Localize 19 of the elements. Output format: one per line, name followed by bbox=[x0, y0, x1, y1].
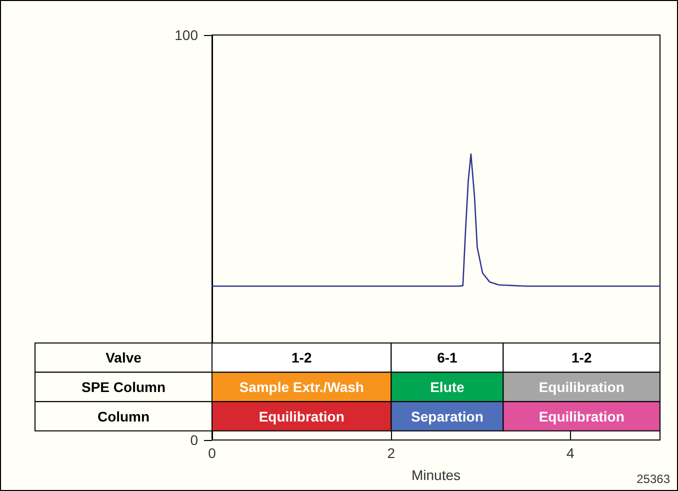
band-label: Equilibration bbox=[258, 408, 344, 424]
band-label: 1-2 bbox=[571, 350, 592, 366]
x-tick-label: 2 bbox=[387, 445, 396, 461]
text: Valve bbox=[106, 350, 142, 366]
line-series bbox=[211, 153, 661, 287]
band-label: Equilibration bbox=[538, 408, 624, 424]
text: SPE Column bbox=[81, 378, 166, 395]
band-label: Sample Extr./Wash bbox=[239, 378, 364, 395]
x-tick-label: 4 bbox=[566, 445, 574, 461]
text: Column bbox=[97, 408, 150, 424]
band-label: 1-2 bbox=[291, 350, 312, 366]
band-label: 6-1 bbox=[437, 350, 458, 366]
band-label: Equilibration bbox=[538, 378, 624, 395]
x-tick-label: 0 bbox=[208, 445, 216, 461]
band-label: Elute bbox=[430, 378, 465, 395]
band-label: Separation bbox=[411, 408, 484, 424]
text: 25363 bbox=[636, 472, 670, 486]
y-tick-label: 100 bbox=[174, 27, 198, 43]
x-axis-title: Minutes bbox=[411, 467, 461, 483]
